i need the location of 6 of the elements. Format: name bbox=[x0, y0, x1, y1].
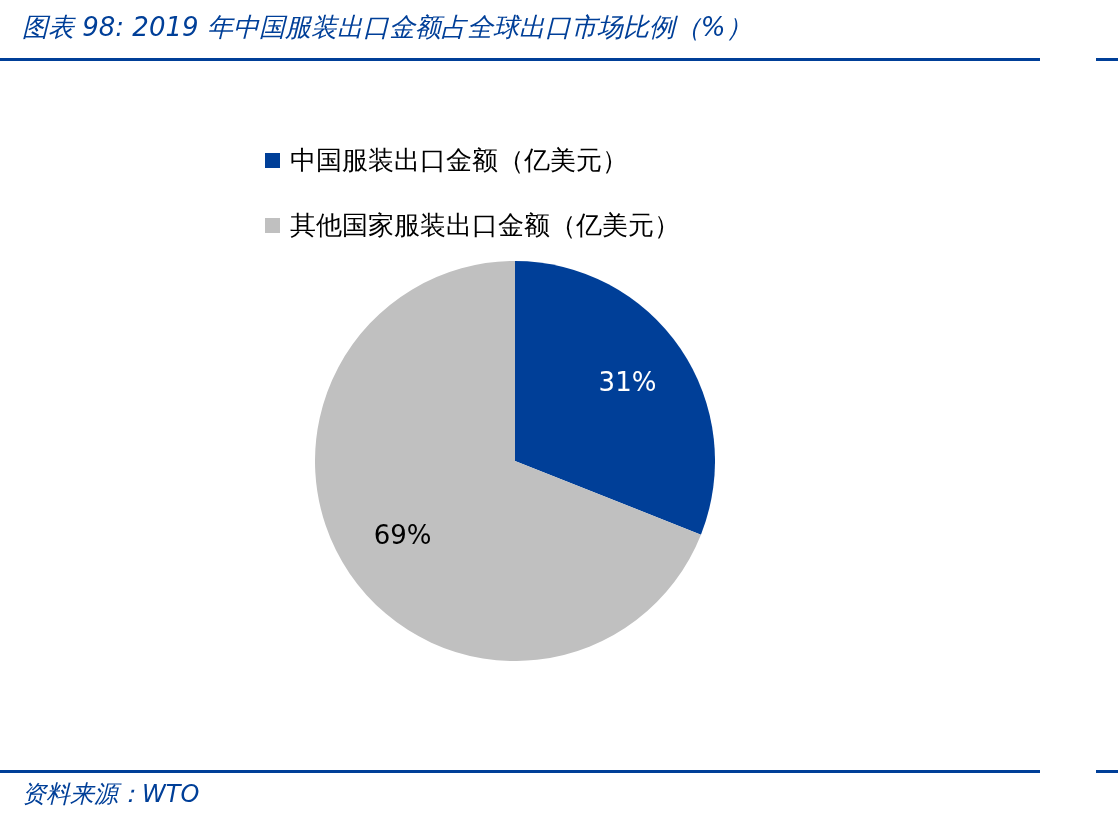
chart-title: 图表 98: 2019 年中国服装出口金额占全球出口市场比例（%） bbox=[22, 11, 752, 44]
data-label: 31% bbox=[598, 367, 657, 398]
text: 资料来源：WTO bbox=[22, 779, 200, 810]
legend-label: 其他国家服装出口金额（亿美元） bbox=[290, 208, 680, 242]
legend-label: 中国服装出口金额（亿美元） bbox=[290, 143, 628, 177]
data-label: 69% bbox=[373, 520, 432, 551]
